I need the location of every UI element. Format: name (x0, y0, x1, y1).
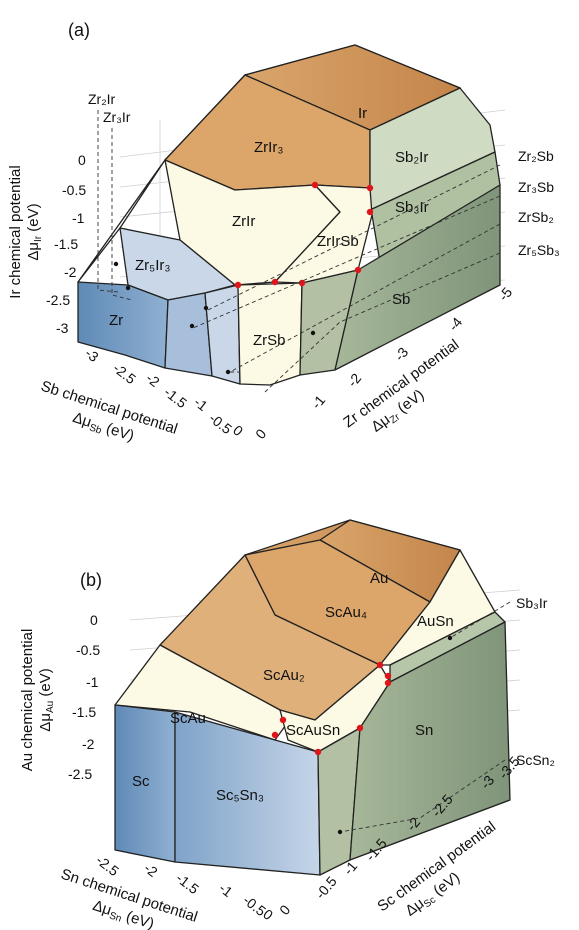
tick: -1 (72, 210, 85, 226)
tick: -2.5 (110, 360, 139, 388)
label-zr5ir3: Zr₅Ir₃ (135, 257, 170, 274)
tick: -1 (86, 674, 99, 690)
tick: -0.5 (76, 642, 100, 658)
side-label-zr5sb3: Zr₅Sb₃ (518, 242, 560, 258)
tick: -0.5 (312, 873, 340, 902)
axis-symbol-ir: ΔμIr (eV) (25, 203, 44, 260)
panel-a-tag: (a) (68, 20, 90, 40)
panel-b-triple-points (271, 661, 392, 756)
label-zrir: ZrIr (232, 213, 255, 230)
tick: -1.5 (173, 870, 202, 898)
region-blue-strip-1 (164, 292, 213, 377)
label-scausn: ScAuSn (286, 722, 340, 739)
label-zrir3: ZrIr₃ (254, 139, 283, 156)
label-sn: Sn (415, 722, 433, 739)
label-sb3ir: Sb₃Ir (395, 199, 429, 216)
panel-b-leaders (339, 601, 511, 833)
tick: 0 (252, 426, 269, 442)
panel-b: (b) Au ScAu₄ AuSn ScAu₂ ScAu ScAuSn Sn S… (19, 519, 555, 930)
panel-a: (a) Ir ZrIr₃ Sb₂Ir ZrIr ZrIrSb Sb₃Ir Zr₅… (7, 20, 560, 445)
tick: -1.5 (161, 384, 190, 412)
tick: -5 (495, 284, 515, 304)
tick: -1.5 (72, 704, 96, 720)
region-sn-face (349, 621, 511, 861)
label-sb: Sb (392, 291, 410, 308)
panel-a-leaders (97, 110, 501, 393)
tick: -2 (143, 370, 163, 390)
label-zririsb: ZrIrSb (317, 233, 359, 250)
tick: -0.5 (62, 182, 86, 198)
panel-b-tag: (b) (80, 570, 102, 590)
tick: -1 (191, 394, 211, 414)
label-sc: Sc (132, 773, 150, 790)
leader-dot (337, 829, 343, 835)
tick: -2 (344, 370, 364, 390)
axis-title-au: Au chemical potential (19, 629, 36, 772)
side-label-zr3ir: Zr₃Ir (103, 109, 131, 125)
label-sc5sn3: Sc₅Sn₃ (216, 787, 264, 804)
side-label-zrsb2: ZrSb₂ (518, 209, 554, 225)
tick: -2 (64, 264, 77, 280)
side-label-sb3ir: Sb₃Ir (516, 595, 548, 611)
label-scau2: ScAu₂ (263, 667, 305, 684)
axis-symbol-au: ΔμAu (eV) (37, 668, 56, 731)
tick: -2 (82, 736, 95, 752)
tick: -3 (391, 344, 411, 364)
tick: 0 (78, 152, 86, 168)
tick: -2.5 (93, 852, 122, 880)
tick: 0 (90, 612, 98, 628)
panel-a-left-edge (77, 159, 166, 283)
tick: -1 (308, 392, 328, 412)
tick: -3 (56, 320, 69, 336)
panel-a-triple-points (234, 181, 374, 289)
side-label-zr2ir: Zr₂Ir (88, 91, 116, 107)
side-label-zr2sb: Zr₂Sb (518, 148, 554, 164)
leader-dot (447, 635, 453, 641)
tick: -2 (141, 860, 161, 880)
label-ausn: AuSn (417, 613, 454, 630)
axis-title-ir: Ir chemical potential (7, 165, 24, 298)
tick: -4 (445, 314, 465, 334)
label-scau4: ScAu₄ (325, 604, 367, 621)
tick: -2.5 (46, 292, 70, 308)
side-label-zr3sb: Zr₃Sb (518, 179, 554, 195)
panel-a-vertical-axis: 0 -0.5 -1 -1.5 -2 -2.5 -3 Ir chemical po… (7, 152, 86, 336)
tick: -2.5 (68, 766, 92, 782)
label-zrsb: ZrSb (253, 332, 286, 349)
panel-a-leader-dots (113, 261, 316, 375)
label-zr: Zr (109, 312, 123, 329)
label-au: Au (370, 570, 388, 587)
label-ir: Ir (358, 105, 367, 122)
label-scau: ScAu (170, 710, 206, 727)
tick: -1 (216, 880, 236, 900)
tick: 0 (276, 902, 293, 918)
tick: -1.5 (54, 236, 78, 252)
panel-b-vertical-axis: 0 -0.5 -1 -1.5 -2 -2.5 Au chemical poten… (19, 612, 100, 782)
region-sb-face (334, 184, 501, 371)
label-sb2ir: Sb₂Ir (395, 149, 428, 166)
region-zrsb-face (237, 282, 303, 386)
side-label-scsn2: ScSn₂ (516, 752, 555, 768)
